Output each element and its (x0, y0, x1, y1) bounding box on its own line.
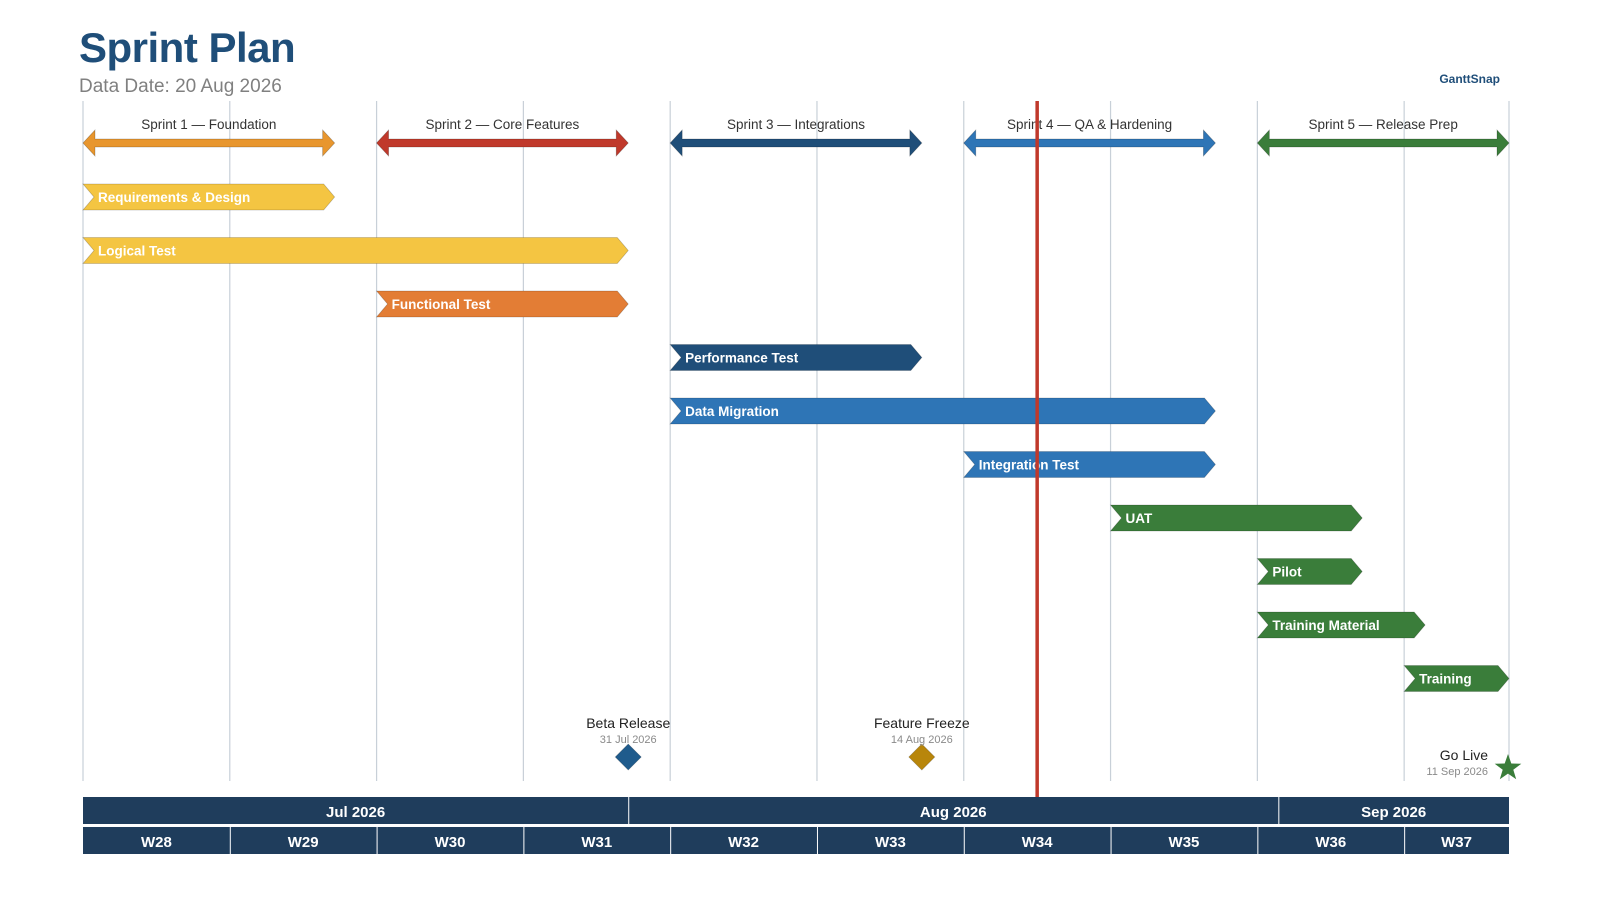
week-label: W29 (288, 834, 319, 851)
milestone-date: 31 Jul 2026 (600, 734, 657, 746)
task-label: Logical Test (98, 244, 176, 259)
task-bar[interactable] (375, 290, 629, 318)
sprint-arrow (963, 128, 1216, 158)
task-bar[interactable] (82, 237, 629, 264)
task-label: UAT (1126, 511, 1153, 526)
milestone-date: 14 Aug 2026 (891, 734, 953, 746)
task-bar[interactable] (1403, 665, 1510, 692)
data-date-label: Data Date: 20 Aug 2026 (79, 76, 282, 97)
week-label: W31 (581, 834, 612, 851)
task-label: Requirements & Design (98, 190, 250, 205)
task-label: Training (1419, 672, 1472, 687)
milestone-label: Go Live (1440, 747, 1488, 763)
week-label: W35 (1169, 834, 1200, 851)
sprint-label: Sprint 5 — Release Prep (1309, 117, 1458, 132)
sprint-label: Sprint 1 — Foundation (141, 117, 276, 132)
sprint-label: Sprint 4 — QA & Hardening (1007, 117, 1172, 132)
month-label: Aug 2026 (920, 804, 987, 821)
sprint-arrow (82, 128, 336, 158)
week-cell (1405, 827, 1509, 854)
sprint-arrow (376, 128, 629, 158)
milestone-date: 11 Sep 2026 (1426, 766, 1488, 778)
task-bar[interactable] (962, 451, 1216, 478)
week-cell (524, 827, 671, 854)
task-label: Pilot (1272, 565, 1302, 580)
week-label: W30 (435, 834, 466, 851)
milestone-label: Beta Release (586, 715, 670, 731)
task-bar[interactable] (1256, 558, 1363, 585)
grid-lines (82, 101, 1510, 781)
task-bar[interactable] (669, 397, 1216, 425)
week-cell (1111, 827, 1258, 854)
page-title: Sprint Plan (79, 24, 296, 71)
milestone-star[interactable] (1494, 754, 1522, 780)
week-cell (83, 827, 230, 854)
task-label: Performance Test (685, 351, 799, 366)
timeline-axis: Jul 2026 Aug 2026 Sep 2026 W28 W29 W30 W31 W32 W… (83, 797, 1509, 854)
task-bar[interactable] (82, 183, 336, 211)
milestone-diamond[interactable] (614, 743, 642, 771)
week-label: W32 (728, 834, 759, 851)
task-bars: Requirements & Design Logical Test Functio… (82, 183, 1510, 692)
task-label: Training Material (1272, 618, 1379, 633)
week-cell (671, 827, 817, 854)
week-label: W28 (141, 834, 172, 851)
week-label: W34 (1022, 834, 1054, 851)
milestone-diamond[interactable] (908, 743, 936, 771)
task-bar[interactable] (1256, 611, 1426, 639)
brand-logo: GanttSnap (1439, 72, 1500, 86)
task-label: Functional Test (392, 297, 491, 312)
task-label: Data Migration (685, 404, 779, 419)
sprint-brackets: Sprint 1 — Foundation Sprint 2 — Core Fea… (82, 117, 1510, 158)
month-cell (83, 797, 629, 824)
week-cell (1258, 827, 1405, 854)
sprint-arrow (669, 128, 923, 158)
week-label: W36 (1315, 834, 1346, 851)
month-label: Sep 2026 (1361, 804, 1426, 821)
week-cell (817, 827, 964, 854)
sprint-arrow (1256, 128, 1510, 158)
month-cell (1279, 797, 1509, 824)
milestones: Beta Release 31 Jul 2026 Feature Freeze 14 … (586, 715, 1522, 780)
sprint-label: Sprint 2 — Core Features (425, 117, 579, 132)
task-bar[interactable] (1109, 504, 1363, 532)
week-cell (377, 827, 524, 854)
week-cell (964, 827, 1111, 854)
task-bar[interactable] (669, 344, 923, 371)
sprint-label: Sprint 3 — Integrations (727, 117, 865, 132)
week-label: W33 (875, 834, 906, 851)
month-cell (629, 797, 1279, 824)
month-label: Jul 2026 (326, 804, 385, 821)
milestone-label: Feature Freeze (874, 715, 970, 731)
week-cell (230, 827, 377, 854)
task-label: Integration Test (979, 458, 1080, 473)
week-label: W37 (1441, 834, 1472, 851)
